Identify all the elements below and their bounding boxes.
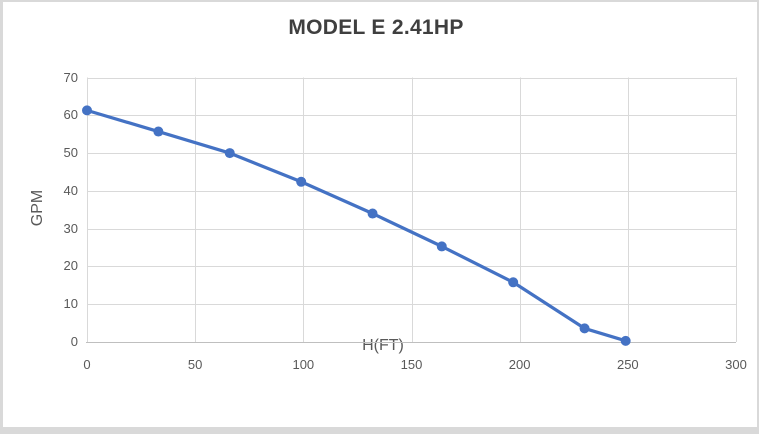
- data-point-marker: [508, 277, 519, 288]
- x-axis-tick-label: 200: [508, 357, 531, 372]
- x-axis-tick-label: 100: [292, 357, 315, 372]
- data-point-marker: [153, 126, 164, 137]
- y-axis-tick-label: 60: [63, 107, 78, 123]
- data-point-marker: [82, 105, 92, 116]
- series-line: [85, 108, 628, 343]
- data-point-marker: [436, 241, 447, 252]
- y-axis-tick-label: 40: [63, 182, 78, 198]
- x-axis-tick-label: 250: [616, 357, 639, 372]
- y-axis-tick-label: 20: [63, 258, 78, 274]
- x-axis-tick-label: 300: [725, 357, 747, 372]
- x-axis-tick-label: 0: [83, 357, 91, 372]
- x-axis-tick-label: 150: [400, 357, 423, 372]
- y-axis-tick-label: 10: [63, 296, 78, 312]
- y-axis-tick-label: 50: [63, 145, 78, 161]
- data-point-marker: [367, 208, 378, 219]
- data-point-marker: [579, 323, 590, 334]
- x-axis-tick-label: 50: [187, 357, 203, 372]
- chart-title: MODEL E 2.41HP: [288, 16, 464, 39]
- x-axis-title: H(FT): [362, 337, 404, 354]
- y-axis-tick-label: 70: [63, 69, 78, 85]
- data-point-marker: [620, 335, 631, 346]
- y-axis-tick-label: 0: [70, 334, 78, 349]
- data-point-marker: [224, 148, 235, 159]
- data-point-marker: [296, 176, 307, 187]
- y-axis-tick-label: 30: [63, 220, 78, 236]
